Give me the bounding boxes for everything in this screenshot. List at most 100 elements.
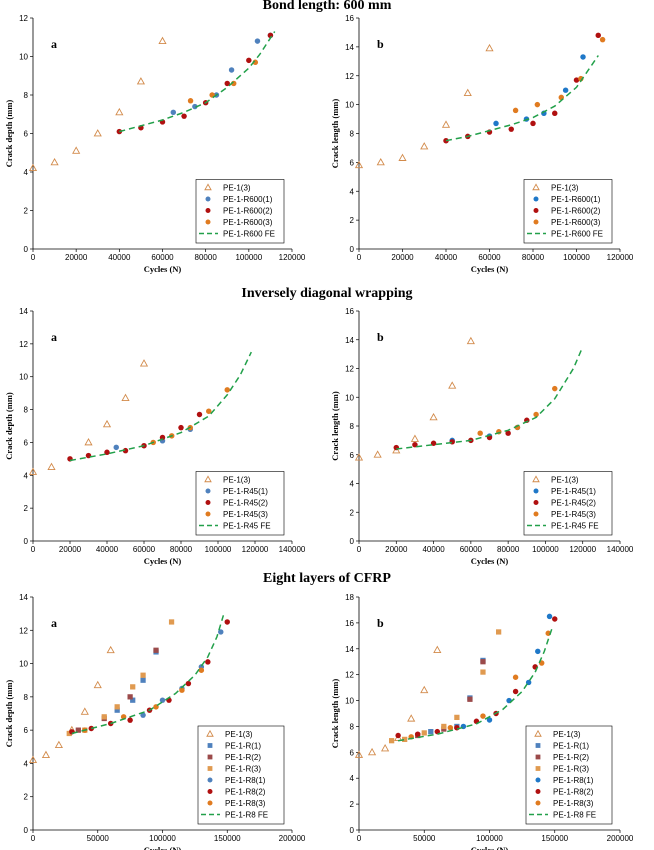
x-tick-label: 40000 [422,545,445,554]
x-tick-label: 0 [357,545,362,554]
legend-swatch [532,475,540,483]
x-axis-label: Cycles (N) [144,264,182,274]
legend-swatch [205,196,211,202]
y-tick-label: 2 [350,508,355,517]
x-tick-label: 40000 [435,253,458,262]
data-point [480,659,486,665]
data-point [158,36,167,44]
y-tick-label: 8 [350,422,355,431]
chart-panel-5: 0 50000 100000 150000 200000 0 2 4 6 8 10 12 14 16 18 C… [330,593,634,850]
data-point [28,163,38,172]
y-axis-label: Crack depth (mm) [4,100,14,168]
legend-swatch [207,777,213,783]
series-6 [82,667,205,733]
section-title: Eight layers of CFRP [263,571,391,586]
data-point [389,738,395,744]
data-point [420,685,429,694]
section-title: Inversely diagonal wrapping [241,286,413,301]
series-5 [69,619,230,735]
y-tick-label: 10 [19,53,28,62]
data-point [599,36,606,43]
data-point [434,728,441,735]
x-tick-label: 60000 [478,253,501,262]
series-7 [397,627,553,742]
fe-curve [69,351,252,462]
fe-curve [71,615,225,735]
legend-entry: PE-1-R45(1) [551,487,596,496]
y-tick-label: 0 [24,537,29,546]
legend-swatch [205,500,211,505]
data-point [496,629,502,635]
legend-entry: PE-1-R600(1) [223,195,273,204]
data-point [454,714,460,721]
y-tick-label: 2 [24,793,29,802]
legend: PE-1(3) PE-1-R600(1) PE-1-R600(2) PE-1-R600… [523,179,613,244]
y-tick-label: 2 [24,207,29,216]
data-point [122,447,129,454]
data-point [121,393,130,401]
legend-entry: PE-1-R600 FE [551,230,603,239]
y-tick-label: 4 [24,471,29,480]
data-point [485,43,494,52]
x-tick-label: 150000 [541,834,568,843]
data-point [104,449,110,456]
legend-entry: PE-1-R45(3) [223,510,268,519]
data-point [28,755,38,763]
x-tick-label: 120000 [569,545,596,554]
data-point [102,419,112,428]
y-tick-label: 12 [345,72,354,81]
data-point [47,462,56,470]
legend-swatch [533,500,539,505]
y-tick-label: 4 [350,774,355,783]
x-tick-label: 20000 [391,253,414,262]
legend-swatch [533,488,539,494]
data-point [441,723,447,730]
legend-entry: PE-1-R600(2) [223,207,273,216]
x-tick-label: 200000 [279,834,306,843]
y-tick-label: 0 [350,537,355,546]
x-axis-label: Cycles (N) [471,845,509,850]
section-title: Bond length: 600 mm [262,0,392,13]
legend-entry: PE-1(3) [551,184,579,193]
legend-entry: PE-1(3) [223,476,251,485]
data-point [170,109,177,116]
data-point [381,744,390,752]
data-point [127,717,133,723]
data-point [407,714,416,722]
data-point [395,732,401,739]
legend-entry: PE-1-R8 FE [553,811,596,820]
legend-entry: PE-1-R8(3) [225,799,266,808]
y-tick-label: 8 [24,91,29,100]
series-3 [389,629,502,744]
y-tick-label: 4 [24,168,29,177]
series-0 [354,43,494,169]
legend-swatch [533,511,539,517]
data-point [428,728,434,735]
y-tick-label: 8 [350,130,355,139]
y-tick-label: 0 [350,826,355,835]
legend-entry: PE-1-R8(1) [225,776,266,785]
y-axis-label: Crack length (mm) [330,679,340,749]
data-point [402,736,408,743]
y-axis-label: Crack length (mm) [330,391,340,461]
legend-swatch [533,219,539,225]
legend-entry: PE-1(3) [225,730,253,739]
legend: PE-1(3) PE-1-R600(1) PE-1-R600(2) PE-1-R600… [195,179,285,244]
data-point [72,146,81,154]
data-point [398,153,407,161]
y-tick-label: 10 [19,373,28,382]
data-point [206,408,212,414]
series-4 [460,613,553,730]
fe-curve [397,627,553,742]
legend-swatch [204,475,212,483]
x-tick-label: 20000 [65,253,88,262]
y-axis-label: Crack depth (mm) [4,680,14,748]
x-tick-label: 140000 [607,545,634,554]
data-point [228,67,235,73]
y-tick-label: 14 [19,307,28,316]
legend-swatch [535,766,541,771]
data-point [354,750,364,758]
legend-entry: PE-1-R8(2) [225,788,266,797]
data-point [130,684,136,690]
panel-label: b [377,616,384,630]
